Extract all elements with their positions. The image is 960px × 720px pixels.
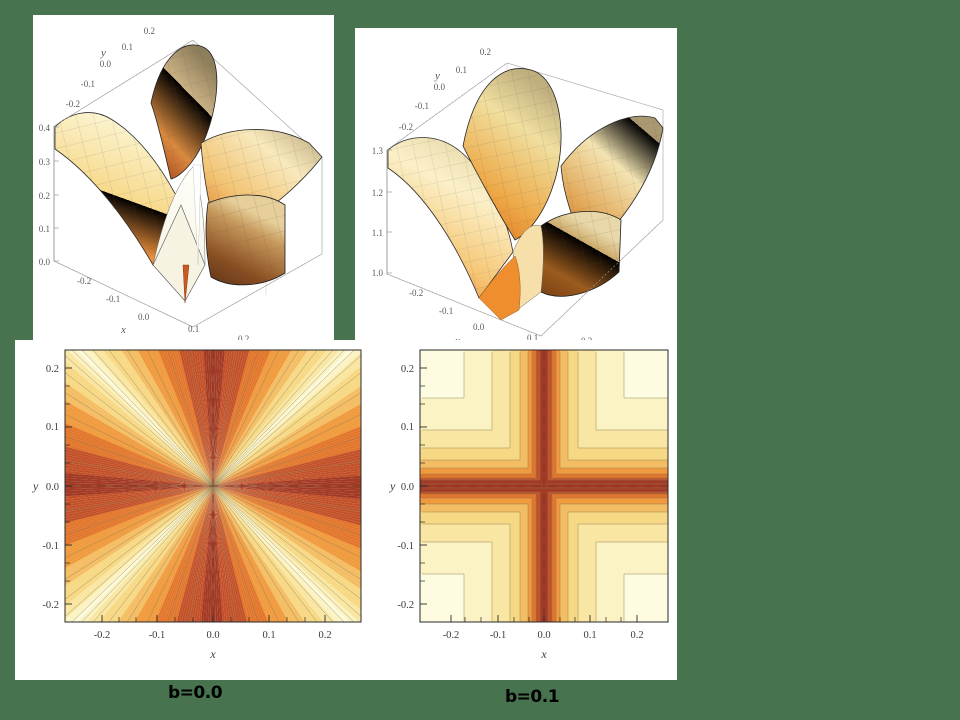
- surface-plot-b0-svg: 0.4 0.3 0.2 0.1 0.0 -0.2 -0.1 0.0 0.1 0.…: [39, 26, 323, 342]
- y-tick-label: 0.2: [46, 364, 59, 375]
- y-tick-label: 0.2: [144, 26, 155, 36]
- y-axis-title: y: [389, 479, 396, 493]
- y-tick-label: 0.0: [100, 59, 112, 69]
- z-tick-label: 0.1: [39, 224, 50, 234]
- y-tick-label: 0.1: [46, 422, 59, 433]
- x-tick-label: -0.2: [94, 630, 111, 641]
- y-tick-label: -0.2: [399, 122, 413, 132]
- x-tick-label: -0.1: [106, 294, 120, 304]
- y-tick-label: 0.2: [401, 364, 414, 375]
- x-tick-label: 0.0: [537, 630, 550, 641]
- z-tick-label: 1.0: [372, 268, 384, 278]
- z-axis-b0: 0.4 0.3 0.2 0.1 0.0: [39, 123, 59, 267]
- y-axis-b0: -0.2 -0.1 0.0 0.1 0.2 y: [53, 26, 194, 127]
- z-axis-b01: 1.3 1.2 1.1 1.0: [372, 146, 392, 278]
- contour-plot-b0-svg: 0.2 0.1 0.0 -0.1 -0.2 y -0.2 -0.1 0.0 0.…: [32, 349, 362, 661]
- surface-mesh-b0: [54, 44, 323, 304]
- y-tick-label: -0.2: [66, 99, 80, 109]
- surface-mesh-b01: [387, 68, 664, 321]
- x-tick-label: 0.1: [262, 630, 275, 641]
- y-axis-title: y: [32, 479, 39, 493]
- contour-plot-b01-panel: 0.2 0.1 0.0 -0.1 -0.2 y -0.2 -0.1 0.0 0.…: [378, 340, 677, 680]
- y-tick-label: 0.0: [46, 482, 59, 493]
- z-tick-label: 0.2: [39, 191, 50, 201]
- x-tick-label: 0.0: [473, 322, 485, 332]
- x-tick-label: -0.2: [443, 630, 460, 641]
- z-tick-label: 1.2: [372, 188, 383, 198]
- surface-plot-b01-svg: 1.3 1.2 1.1 1.0 -0.2 -0.1 0.0 0.1 0.2 y …: [372, 47, 664, 345]
- y-tick-label: -0.1: [81, 79, 95, 89]
- contour-y-axis-b0: 0.2 0.1 0.0 -0.1 -0.2 y: [32, 364, 72, 611]
- x-tick-label: -0.1: [439, 306, 453, 316]
- caption-b0: b=0.0: [168, 683, 223, 703]
- x-tick-label: -0.2: [77, 276, 91, 286]
- z-tick-label: 1.3: [372, 146, 384, 156]
- contour-plot-b01-svg: 0.2 0.1 0.0 -0.1 -0.2 y -0.2 -0.1 0.0 0.…: [389, 349, 669, 661]
- y-tick-label: 0.2: [480, 47, 491, 57]
- z-tick-label: 0.4: [39, 123, 51, 133]
- x-tick-label: 0.1: [527, 333, 538, 343]
- y-axis-title: y: [434, 70, 440, 82]
- contour-x-axis-b01: -0.2 -0.1 0.0 0.1 0.2 x: [443, 615, 644, 661]
- y-tick-label: -0.2: [42, 600, 59, 611]
- surface-plot-b01-panel: 1.3 1.2 1.1 1.0 -0.2 -0.1 0.0 0.1 0.2 y …: [355, 28, 677, 345]
- contour-bands-b0: [65, 350, 361, 622]
- x-tick-label: 0.2: [318, 630, 331, 641]
- x-tick-label: 0.2: [238, 334, 249, 342]
- surface-plot-b0-panel: 0.4 0.3 0.2 0.1 0.0 -0.2 -0.1 0.0 0.1 0.…: [33, 15, 334, 342]
- x-tick-label: -0.1: [149, 630, 166, 641]
- x-tick-label: 0.1: [188, 324, 199, 334]
- x-axis-title: x: [209, 647, 216, 661]
- y-tick-label: 0.0: [401, 482, 414, 493]
- x-tick-label: -0.2: [409, 288, 423, 298]
- y-axis-title: y: [100, 47, 106, 59]
- contour-plot-b0-panel: 0.2 0.1 0.0 -0.1 -0.2 y -0.2 -0.1 0.0 0.…: [15, 340, 378, 680]
- z-tick-label: 0.0: [39, 257, 51, 267]
- contour-y-axis-b01: 0.2 0.1 0.0 -0.1 -0.2 y: [389, 364, 427, 611]
- x-axis-title: x: [120, 324, 126, 336]
- x-tick-label: -0.1: [490, 630, 507, 641]
- y-tick-label: -0.1: [415, 101, 429, 111]
- y-tick-label: -0.2: [397, 600, 414, 611]
- x-axis-title: x: [540, 647, 547, 661]
- y-tick-label: 0.0: [434, 82, 446, 92]
- contour-x-axis-b0: -0.2 -0.1 0.0 0.1 0.2 x: [94, 615, 332, 661]
- x-tick-label: 0.2: [630, 630, 643, 641]
- z-tick-label: 0.3: [39, 157, 51, 167]
- y-tick-label: 0.1: [456, 65, 467, 75]
- contour-bands-b01: [420, 350, 668, 622]
- y-tick-label: 0.1: [122, 42, 133, 52]
- z-tick-label: 1.1: [372, 228, 383, 238]
- y-axis-b01: -0.2 -0.1 0.0 0.1 0.2 y: [386, 47, 508, 151]
- x-axis-b0: -0.2 -0.1 0.0 0.1 0.2 x: [53, 253, 323, 342]
- x-tick-label: 0.1: [583, 630, 596, 641]
- x-tick-label: 0.0: [206, 630, 219, 641]
- y-tick-label: 0.1: [401, 422, 414, 433]
- x-tick-label: 0.0: [138, 312, 150, 322]
- y-tick-label: -0.1: [42, 541, 59, 552]
- y-tick-label: -0.1: [397, 541, 414, 552]
- caption-b01: b=0.1: [505, 687, 560, 707]
